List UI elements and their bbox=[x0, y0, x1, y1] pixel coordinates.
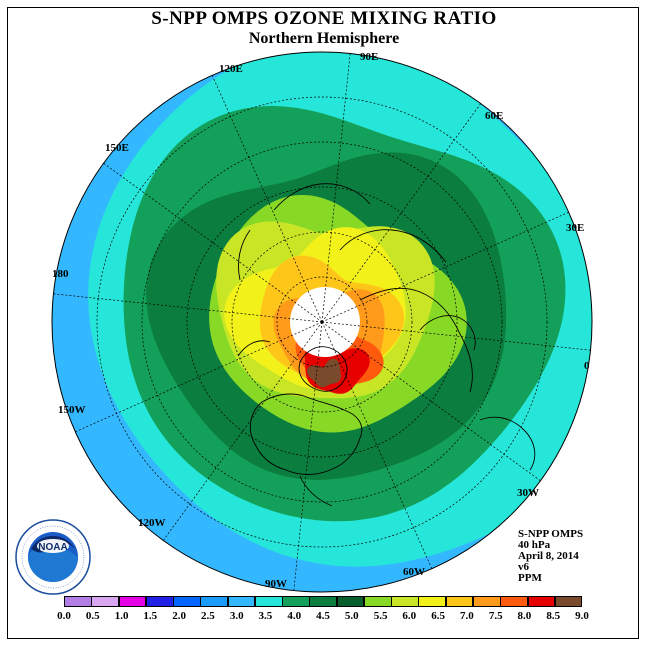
lon-label-30e: 30E bbox=[566, 222, 585, 234]
coastline-segment bbox=[419, 315, 476, 351]
coastline-segment bbox=[359, 287, 473, 393]
meridian-line bbox=[321, 103, 481, 323]
info-date: April 8, 2014 bbox=[518, 550, 579, 562]
colorbar-swatch bbox=[527, 596, 556, 607]
lon-label-120w: 120W bbox=[138, 517, 166, 529]
meridian-line bbox=[321, 321, 541, 481]
colorbar-swatch bbox=[254, 596, 283, 607]
colorbar-tick-label: 3.0 bbox=[229, 610, 244, 622]
contour-8-5 bbox=[307, 358, 341, 388]
meridian-line bbox=[321, 211, 569, 323]
colorbar-swatch bbox=[363, 596, 392, 607]
colorbar-tick-label: 0.5 bbox=[85, 610, 100, 622]
colorbar-tick-label: 2.0 bbox=[172, 610, 186, 622]
figure-frame bbox=[7, 7, 639, 639]
coastline-segment bbox=[299, 475, 333, 507]
colorbar-tick-label: 7.5 bbox=[488, 610, 503, 622]
latitude-circle bbox=[96, 96, 548, 548]
lon-label-90e: 90E bbox=[360, 51, 379, 63]
colorbar-swatch bbox=[391, 596, 419, 607]
colorbar-tick-label: 4.5 bbox=[316, 610, 330, 622]
noaa-logo-text: NOAA bbox=[38, 542, 67, 553]
colorbar-tick-label: 2.5 bbox=[201, 610, 215, 622]
info-instrument: S-NPP OMPS bbox=[518, 528, 584, 540]
colorbar-swatch bbox=[64, 596, 92, 607]
map-border bbox=[51, 51, 593, 593]
colorbar-tick-label: 8.5 bbox=[546, 610, 561, 622]
colorbar-tick-label: 9.0 bbox=[575, 610, 589, 622]
colorbar-swatch bbox=[91, 596, 120, 607]
latitude-circle bbox=[141, 141, 503, 503]
colorbar-tick-label: 4.0 bbox=[287, 610, 302, 622]
lon-label-150e: 150E bbox=[105, 142, 129, 154]
colorbar-swatch bbox=[309, 596, 338, 607]
colorbar-tick-label: 8.0 bbox=[517, 610, 532, 622]
lon-label-0: 0 bbox=[584, 360, 590, 372]
map-title: S-NPP OMPS OZONE MIXING RATIO bbox=[151, 8, 497, 29]
noaa-logo: NOAA bbox=[15, 519, 91, 595]
info-version: v6 bbox=[518, 561, 529, 573]
colorbar-swatch bbox=[282, 596, 310, 607]
colorbar-swatch bbox=[336, 596, 365, 607]
colorbar-tick-label: 6.0 bbox=[402, 610, 417, 622]
colorbar-swatch bbox=[472, 596, 501, 607]
coastline-segment bbox=[237, 340, 271, 357]
colorbar-swatch bbox=[145, 596, 174, 607]
coastline-segment bbox=[273, 183, 371, 211]
colorbar-swatch bbox=[200, 596, 229, 607]
meridian-line bbox=[103, 163, 323, 323]
meridian-line bbox=[53, 293, 323, 323]
colorbar-swatch bbox=[118, 596, 147, 607]
colorbar-swatch bbox=[418, 596, 447, 607]
colorbar-tick-label: 3.5 bbox=[258, 610, 273, 622]
polar-night-no-data bbox=[290, 287, 360, 357]
contour-layers bbox=[52, 52, 592, 592]
meridian-line bbox=[163, 321, 323, 541]
colorbar-tick-label: 6.5 bbox=[431, 610, 445, 622]
colorbar-tick-label: 5.5 bbox=[373, 610, 388, 622]
coastline-segment bbox=[339, 229, 447, 263]
lon-label-30w: 30W bbox=[517, 487, 539, 499]
lon-label-60e: 60E bbox=[485, 110, 504, 122]
meridian-line bbox=[293, 321, 323, 591]
info-level: 40 hPa bbox=[518, 539, 551, 551]
latitude-circle bbox=[276, 276, 368, 368]
lon-label-120e: 120E bbox=[219, 63, 243, 75]
colorbar-tick-label: 0.0 bbox=[57, 610, 71, 622]
meridian-line bbox=[321, 53, 351, 323]
meridian-line bbox=[321, 321, 591, 351]
colorbar-swatch bbox=[227, 596, 256, 607]
colorbar-swatch bbox=[554, 596, 583, 607]
meridian-line bbox=[75, 321, 323, 433]
colorbar-swatch bbox=[500, 596, 528, 607]
lon-label-90w: 90W bbox=[265, 578, 287, 590]
map-subtitle: Northern Hemisphere bbox=[248, 30, 400, 47]
colorbar-swatch bbox=[173, 596, 201, 607]
coastline-segment bbox=[249, 393, 363, 475]
graticule bbox=[53, 53, 591, 591]
coastlines bbox=[237, 183, 536, 507]
latitude-circle bbox=[231, 231, 413, 413]
latitude-circle bbox=[186, 186, 458, 458]
meridian-line bbox=[321, 321, 433, 569]
meridian-line bbox=[211, 75, 323, 323]
colorbar-tick-label: 5.0 bbox=[344, 610, 359, 622]
colorbar-tick-label: 1.0 bbox=[114, 610, 129, 622]
colorbar-tick-label: 7.0 bbox=[460, 610, 474, 622]
lon-label-150w: 150W bbox=[58, 404, 86, 416]
lon-label-60w: 60W bbox=[403, 566, 425, 578]
coastline-segment bbox=[238, 229, 251, 281]
coastline-segment bbox=[479, 416, 536, 471]
colorbar-swatch bbox=[445, 596, 474, 607]
lon-label-180: 180 bbox=[52, 268, 69, 280]
colorbar-tick-label: 1.5 bbox=[143, 610, 158, 622]
info-units: PPM bbox=[518, 572, 542, 584]
